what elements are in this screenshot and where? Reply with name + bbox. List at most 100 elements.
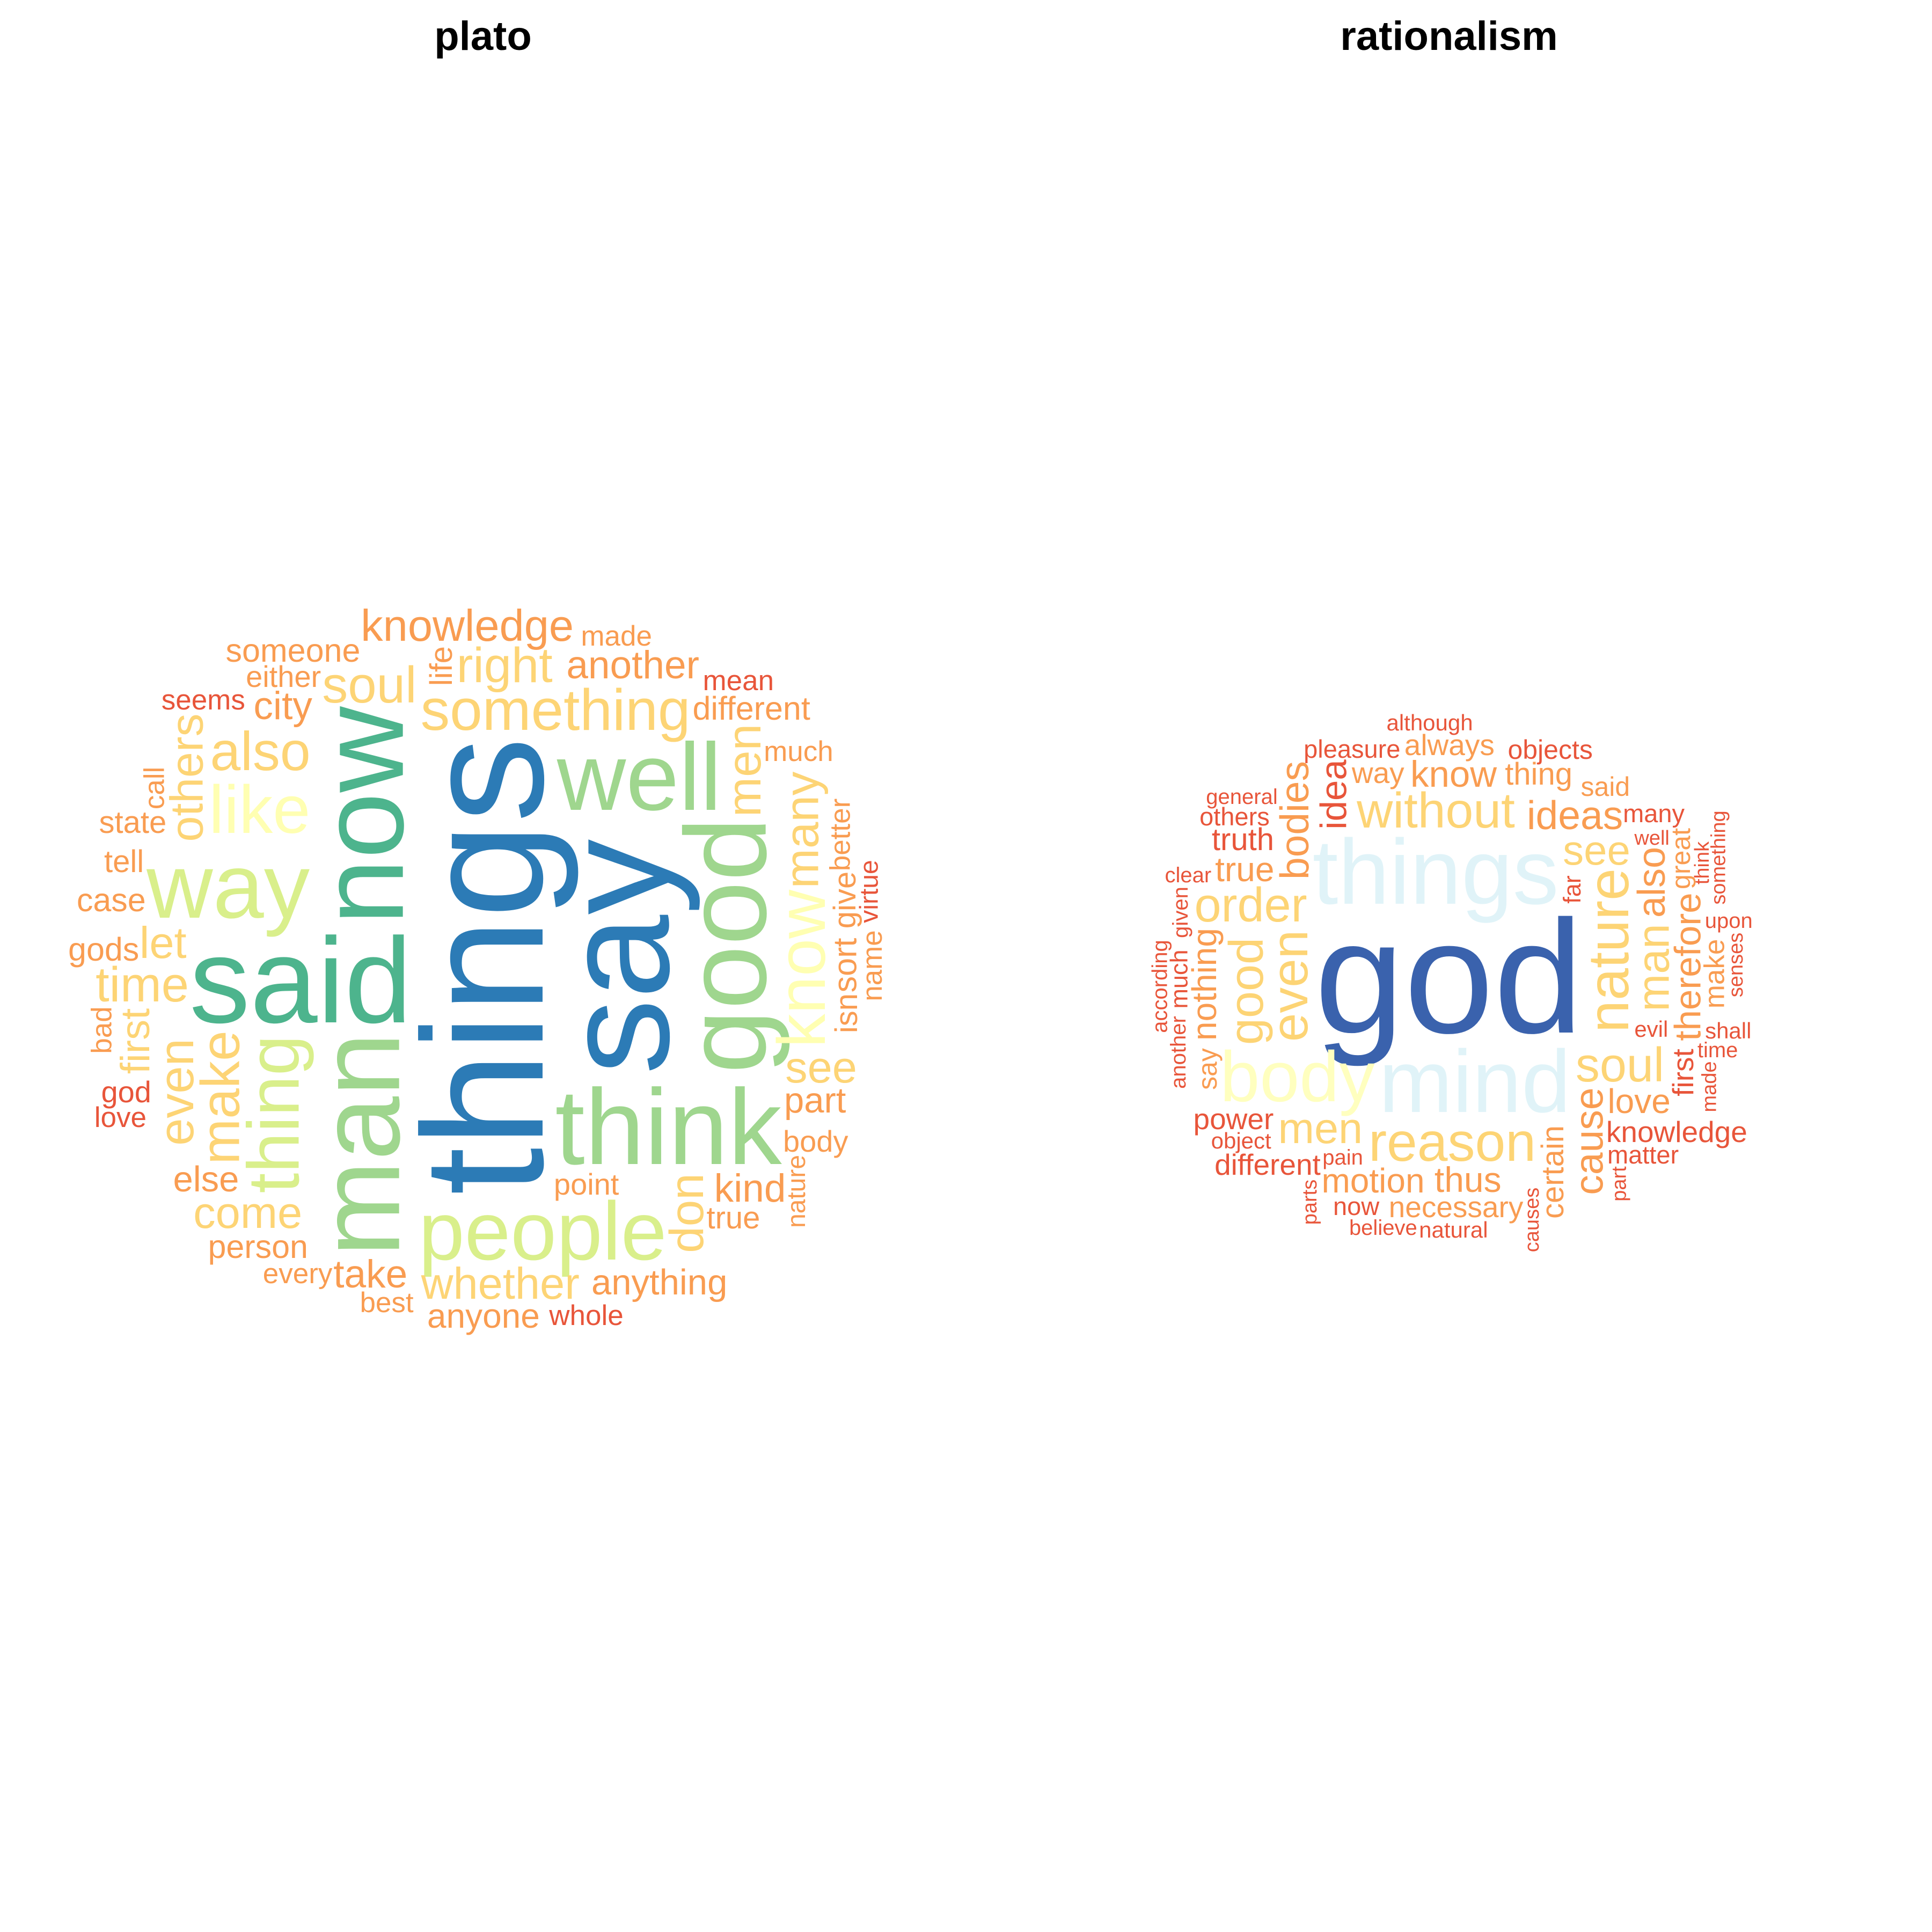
- word-many: many: [1623, 799, 1685, 828]
- word-person: person: [208, 1228, 308, 1265]
- word-take: take: [333, 1252, 408, 1296]
- word-kind: kind: [714, 1167, 786, 1211]
- word-best: best: [360, 1287, 414, 1319]
- word-anything: anything: [591, 1262, 728, 1302]
- word-tell: tell: [104, 844, 144, 879]
- word-matter: matter: [1607, 1140, 1679, 1169]
- word-things: things: [1312, 820, 1559, 924]
- word-anyone: anyone: [427, 1296, 540, 1335]
- word-love: love: [1607, 1082, 1671, 1121]
- word-motion: motion: [1321, 1161, 1425, 1200]
- word-now: now: [295, 706, 429, 925]
- word-way: way: [147, 835, 310, 938]
- word-either: either: [246, 659, 321, 693]
- word-let: let: [139, 918, 187, 968]
- word-don: don: [659, 1173, 713, 1254]
- word-like: like: [209, 772, 311, 848]
- word-cause: cause: [1566, 1087, 1612, 1195]
- word-seems: seems: [161, 684, 245, 716]
- word-made: made: [1698, 1061, 1721, 1113]
- word-first: first: [1666, 1049, 1700, 1097]
- word-senses: senses: [1725, 932, 1748, 997]
- word-every: every: [262, 1257, 333, 1290]
- word-necessary: necessary: [1388, 1190, 1524, 1224]
- word-shall: shall: [1705, 1018, 1752, 1044]
- word-think: think: [555, 1067, 782, 1188]
- word-although: although: [1386, 710, 1473, 736]
- word-far: far: [1558, 875, 1586, 904]
- word-bad: bad: [86, 1006, 118, 1054]
- word-way: way: [1351, 756, 1404, 790]
- word-pleasure: pleasure: [1304, 735, 1401, 764]
- rationalism-word-cloud: rationalism god things mind body nature reaso…: [966, 0, 1932, 1932]
- word-right: right: [456, 638, 553, 693]
- word-part: part: [1608, 1166, 1631, 1202]
- word-man: man: [294, 1032, 424, 1257]
- word-time: time: [96, 957, 189, 1013]
- word-clear: clear: [1165, 863, 1212, 888]
- word-thus: thus: [1434, 1160, 1502, 1200]
- word-name: name: [856, 930, 888, 1001]
- word-thing: thing: [1505, 757, 1572, 792]
- word-see: see: [1563, 826, 1630, 874]
- word-mind: mind: [1379, 1032, 1571, 1131]
- word-well: well: [1634, 826, 1670, 850]
- word-general: general: [1206, 785, 1278, 809]
- word-according: according: [1148, 940, 1172, 1034]
- word-knowledge: knowledge: [361, 601, 574, 651]
- word-mean: mean: [702, 665, 774, 697]
- word-better: better: [824, 798, 856, 871]
- word-order: order: [1194, 879, 1307, 933]
- word-now: now: [1333, 1191, 1380, 1220]
- word-body: body: [1220, 1037, 1375, 1117]
- word-bodies: bodies: [1271, 760, 1317, 880]
- word-many: many: [774, 771, 829, 888]
- word-made: made: [581, 620, 652, 652]
- word-good: good: [1220, 937, 1274, 1045]
- word-people: people: [419, 1184, 667, 1277]
- word-life: life: [424, 646, 459, 686]
- word-nature: nature: [782, 1155, 811, 1228]
- word-ideas: ideas: [1526, 792, 1623, 838]
- word-upon: upon: [1704, 909, 1753, 933]
- word-truth: truth: [1211, 822, 1274, 857]
- word-different: different: [1214, 1148, 1321, 1182]
- word-point: point: [553, 1167, 619, 1201]
- word-true: true: [1215, 850, 1275, 889]
- word-whole: whole: [549, 1300, 624, 1332]
- word-well: well: [557, 723, 722, 831]
- word-part: part: [784, 1080, 846, 1121]
- word-natural: natural: [1419, 1217, 1488, 1243]
- word-objects: objects: [1507, 735, 1593, 765]
- word-evil: evil: [1634, 1016, 1668, 1042]
- word-something: something: [420, 677, 691, 743]
- word-said: said: [189, 912, 412, 1049]
- word-true: true: [706, 1201, 760, 1236]
- word-call: call: [138, 766, 171, 810]
- word-case: case: [76, 881, 146, 918]
- word-given: given: [1168, 887, 1192, 939]
- word-whether: whether: [421, 1258, 580, 1308]
- word-causes: causes: [1521, 1187, 1544, 1252]
- word-much: much: [764, 735, 833, 767]
- word-something: something: [1707, 810, 1730, 905]
- rationalism-cloud-title: rationalism: [1340, 13, 1558, 59]
- word-state: state: [99, 804, 167, 840]
- word-god: god: [1314, 887, 1584, 1067]
- word-also: also: [210, 721, 311, 782]
- word-power: power: [1193, 1102, 1274, 1136]
- word-others: others: [1199, 802, 1270, 831]
- word-time: time: [1697, 1038, 1738, 1062]
- word-soul: soul: [322, 656, 417, 714]
- word-parts: parts: [1299, 1179, 1322, 1225]
- word-say: say: [1192, 1048, 1223, 1090]
- word-god: god: [101, 1074, 151, 1109]
- word-see: see: [785, 1042, 857, 1093]
- word-love: love: [94, 1101, 147, 1133]
- word-object: object: [1211, 1128, 1271, 1153]
- word-body: body: [783, 1124, 848, 1159]
- word-different: different: [692, 690, 810, 727]
- word-even: even: [149, 1038, 204, 1146]
- word-gods: gods: [68, 931, 140, 968]
